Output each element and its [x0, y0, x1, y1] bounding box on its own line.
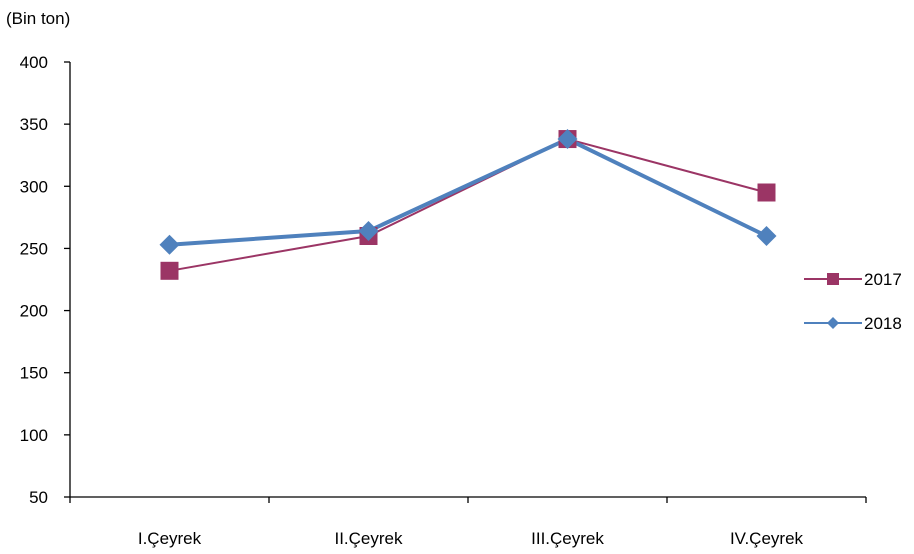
x-tick-label: IV.Çeyrek — [730, 529, 804, 548]
legend-marker-2017 — [827, 273, 839, 285]
data-point-2018 — [358, 221, 379, 242]
y-tick-label: 250 — [20, 239, 48, 258]
legend: 2017 2018 — [804, 270, 902, 333]
legend-marker-2018 — [827, 317, 839, 329]
x-tick-label: III.Çeyrek — [531, 529, 604, 548]
legend-label-2017: 2017 — [864, 270, 902, 289]
legend-label-2018: 2018 — [864, 314, 902, 333]
y-tick-label: 400 — [20, 53, 48, 72]
series-line-2017 — [169, 138, 767, 272]
series-markers — [159, 129, 777, 280]
series-lines — [169, 137, 768, 272]
axes — [69, 62, 866, 498]
data-point-2018 — [159, 234, 180, 255]
y-tick-label: 50 — [29, 488, 48, 507]
x-tick-label: I.Çeyrek — [138, 529, 202, 548]
series-line-2018 — [169, 137, 768, 247]
data-point-2018 — [756, 226, 777, 246]
x-axis-ticks: I.Çeyrek II.Çeyrek III.Çeyrek IV.Çeyrek — [69, 497, 867, 548]
y-tick-label: 350 — [20, 115, 48, 134]
y-tick-label: 100 — [20, 426, 48, 445]
y-tick-label: 200 — [20, 302, 48, 321]
y-tick-label: 300 — [20, 177, 48, 196]
data-point-2017 — [757, 183, 776, 202]
x-tick-label: II.Çeyrek — [334, 529, 403, 548]
y-axis-ticks: 50 100 150 200 250 300 350 400 — [20, 53, 70, 507]
y-unit-label: (Bin ton) — [6, 9, 70, 28]
y-tick-label: 150 — [20, 364, 48, 383]
data-point-2018 — [557, 129, 578, 150]
data-point-2017 — [160, 261, 179, 280]
